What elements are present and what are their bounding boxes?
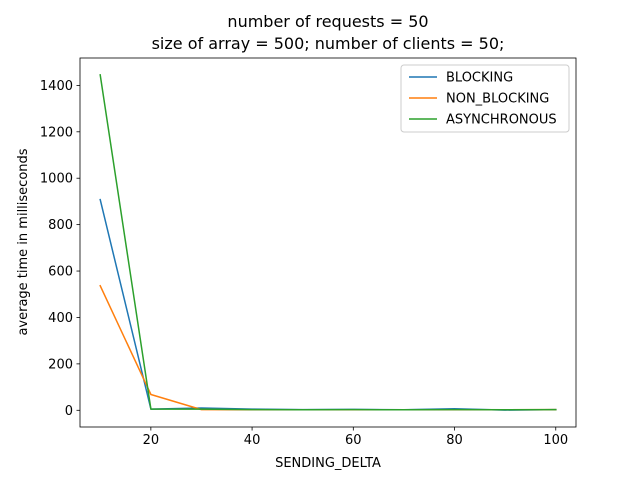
x-tick-label: 60 — [345, 433, 362, 448]
x-tick-label: 20 — [143, 433, 160, 448]
y-tick-label: 1200 — [40, 125, 73, 140]
chart-subtitle: size of array = 500; number of clients =… — [152, 34, 505, 53]
legend-label-non-blocking: NON_BLOCKING — [446, 92, 549, 107]
plot-frame — [79, 57, 577, 428]
y-tick-label: 600 — [48, 265, 73, 280]
plot-area: 20 40 60 80 1000200400600800100012001400BLOC… — [40, 57, 577, 448]
legend-label-blocking: BLOCKING — [446, 71, 513, 86]
y-tick-label: 800 — [48, 218, 73, 233]
y-tick-label: 200 — [48, 357, 73, 372]
y-tick-label: 0 — [65, 404, 73, 419]
legend-label-asynchronous: ASYNCHRONOUS — [446, 113, 557, 128]
x-tick-label: 40 — [244, 433, 261, 448]
x-tick-label: 80 — [446, 433, 463, 448]
legend-box — [400, 64, 570, 133]
y-tick-label: 400 — [48, 311, 73, 326]
series-line-asynchronous — [99, 74, 557, 411]
x-tick-label: 100 — [543, 433, 568, 448]
y-tick-label: 1400 — [40, 79, 73, 94]
chart-title: number of requests = 50 — [227, 12, 428, 31]
y-axis-label: average time in milliseconds — [16, 148, 31, 335]
series-line-blocking — [99, 198, 557, 411]
y-tick-label: 1000 — [40, 172, 73, 187]
series-line-non-blocking — [99, 284, 557, 411]
legend: BLOCKING NON_BLOCKING ASYNCHRONOUS — [400, 64, 570, 133]
x-axis-label: SENDING_DELTA — [275, 456, 381, 471]
